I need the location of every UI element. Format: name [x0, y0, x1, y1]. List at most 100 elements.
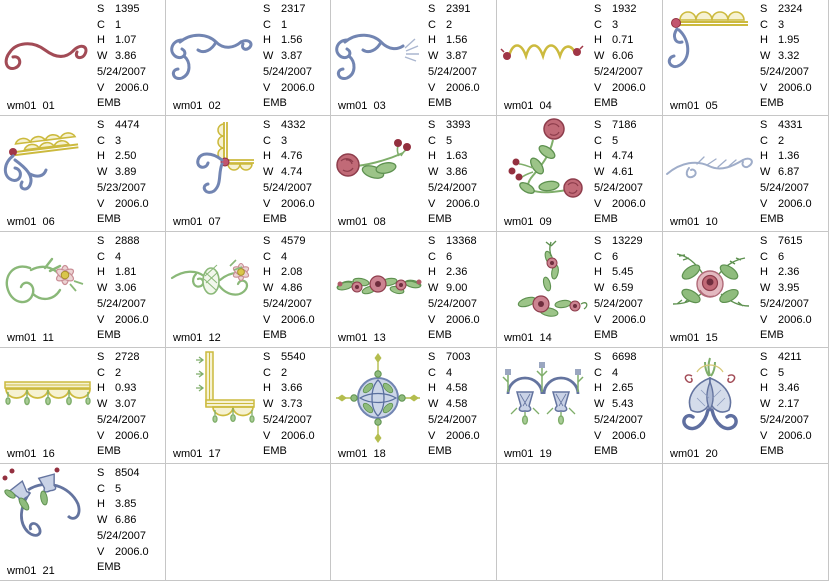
- height-value: 3.66: [281, 382, 303, 395]
- design-date: 5/24/2007: [760, 181, 809, 194]
- version-row: V 2006.0: [594, 313, 646, 329]
- design-id-label: wm01 08: [338, 216, 386, 228]
- stitch-count-label: S: [428, 3, 436, 15]
- bellflower-border-icon: [502, 362, 584, 425]
- file-format: EMB: [263, 329, 287, 342]
- color-count-label: C: [263, 366, 271, 379]
- design-id-label: wm01 19: [504, 448, 552, 460]
- color-count-value: 6: [778, 250, 785, 263]
- design-date: 5/24/2007: [97, 65, 146, 78]
- version-row: V 2006.0: [263, 197, 315, 213]
- file-format: EMB: [97, 561, 121, 574]
- height-label: H: [594, 382, 602, 395]
- width-row: W 4.74: [263, 165, 315, 181]
- version-row: V 2006.0: [428, 429, 480, 445]
- color-count-value: 5: [778, 366, 785, 379]
- width-value: 3.73: [281, 398, 303, 411]
- design-id-label: wm01 16: [7, 448, 55, 460]
- color-count-label: C: [594, 18, 602, 31]
- height-value: 1.56: [281, 34, 303, 47]
- lightblue-flourish-icon: [666, 156, 753, 179]
- blue-scroll-shell-icon: [335, 33, 419, 80]
- version-label: V: [760, 197, 768, 210]
- version-row: V 2006.0: [263, 81, 315, 97]
- version-row: V 2006.0: [97, 197, 149, 213]
- width-label: W: [428, 398, 439, 411]
- color-count-value: 1: [115, 18, 122, 31]
- color-count-label: C: [760, 250, 768, 263]
- height-value: 4.58: [446, 382, 468, 395]
- stitch-count-row: S 7186: [594, 118, 646, 134]
- file-format: EMB: [263, 445, 287, 458]
- color-count-label: C: [760, 18, 768, 31]
- design-thumbnail: [0, 348, 96, 452]
- empty-cell: [497, 464, 663, 581]
- stitch-count-row: S 4579: [263, 234, 315, 250]
- version-value: 2006.0: [778, 313, 812, 326]
- version-value: 2006.0: [115, 197, 149, 210]
- design-date: 5/24/2007: [428, 181, 477, 194]
- version-value: 2006.0: [281, 197, 315, 210]
- height-value: 2.36: [778, 266, 800, 279]
- stitch-count-label: S: [760, 119, 768, 131]
- version-value: 2006.0: [281, 81, 315, 94]
- color-count-label: C: [428, 18, 436, 31]
- color-count-value: 4: [281, 250, 288, 263]
- height-row: H 0.71: [594, 33, 646, 49]
- design-thumbnail: [166, 348, 262, 452]
- design-thumbnail: [331, 0, 427, 104]
- design-thumbnail: [331, 348, 427, 452]
- color-count-label: C: [263, 134, 271, 147]
- file-format: EMB: [594, 445, 618, 458]
- stitch-count-row: S 8504: [97, 466, 149, 482]
- height-label: H: [263, 150, 271, 163]
- height-value: 1.95: [778, 34, 800, 47]
- version-label: V: [97, 545, 105, 558]
- version-row: V 2006.0: [760, 429, 812, 445]
- design-id-label: wm01 01: [7, 100, 55, 112]
- height-row: H 1.63: [428, 149, 480, 165]
- design-id-label: wm01 20: [670, 448, 718, 460]
- width-label: W: [263, 282, 274, 295]
- height-label: H: [594, 266, 602, 279]
- height-value: 1.56: [446, 34, 468, 47]
- width-label: W: [97, 282, 108, 295]
- width-value: 4.58: [446, 398, 468, 411]
- color-count-label: C: [594, 366, 602, 379]
- design-thumbnail: [497, 0, 593, 104]
